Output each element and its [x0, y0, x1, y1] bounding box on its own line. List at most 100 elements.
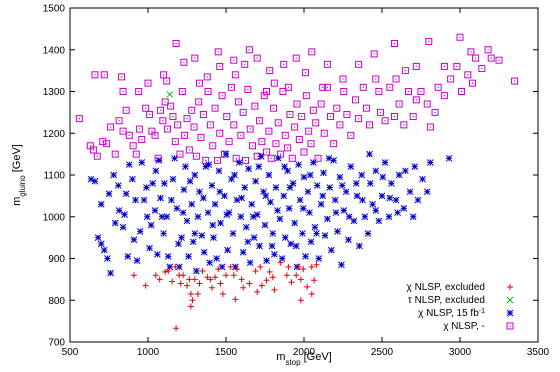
data-point-nlsp_dash: [355, 60, 363, 68]
data-point-nlsp15: [183, 217, 191, 225]
legend-marker-star-icon: [506, 309, 514, 317]
legend-marker-tau_excluded: [506, 296, 514, 304]
data-point-excluded: [295, 263, 302, 270]
data-point-excluded: [223, 272, 229, 279]
legend-label-tau-excluded: τ NLSP, excluded: [408, 295, 485, 306]
data-point-nlsp15: [372, 167, 380, 175]
data-point-nlsp15: [119, 223, 127, 231]
data-point-nlsp_dash: [286, 110, 294, 118]
data-point-nlsp15: [411, 163, 419, 171]
data-point-nlsp15: [302, 253, 309, 260]
data-point-nlsp_dash: [467, 48, 475, 56]
data-point-nlsp15: [388, 179, 395, 187]
data-point-nlsp15: [280, 192, 288, 200]
data-point-excluded: [204, 274, 211, 281]
data-point-nlsp_dash: [274, 119, 282, 127]
data-point-excluded: [283, 272, 290, 279]
data-point-nlsp15: [146, 244, 153, 252]
data-point-nlsp15: [295, 161, 302, 168]
data-point-excluded: [215, 265, 222, 272]
data-point-nlsp_dash: [472, 54, 480, 62]
data-point-nlsp15: [110, 171, 118, 179]
data-point-nlsp15: [242, 223, 250, 231]
data-point-nlsp_dash: [135, 88, 143, 95]
data-point-nlsp15: [206, 259, 213, 267]
data-point-nlsp_dash: [412, 62, 420, 70]
data-point-nlsp15: [213, 255, 220, 262]
data-point-excluded: [266, 268, 273, 275]
data-point-nlsp_dash: [100, 71, 108, 79]
data-point-excluded: [130, 272, 137, 279]
data-point-nlsp_dash: [218, 92, 226, 100]
data-point-nlsp15: [445, 154, 453, 162]
data-point-nlsp15: [105, 190, 113, 198]
data-point-nlsp_dash: [191, 54, 199, 62]
data-point-nlsp15: [325, 154, 333, 162]
data-point-nlsp_dash: [246, 125, 254, 133]
data-point-nlsp15: [157, 194, 164, 202]
data-point-nlsp_dash: [288, 154, 296, 162]
data-point-excluded: [254, 288, 261, 295]
data-point-nlsp15: [182, 163, 189, 171]
data-point-nlsp_dash: [330, 140, 338, 148]
data-point-excluded: [263, 277, 270, 284]
data-point-nlsp_dash: [395, 100, 403, 108]
data-point-nlsp15: [125, 161, 133, 168]
data-point-nlsp15: [427, 159, 434, 166]
data-point-excluded: [297, 297, 304, 304]
y-tick-label: 700: [48, 338, 65, 349]
data-point-excluded: [142, 282, 149, 289]
data-point-nlsp_dash: [314, 154, 322, 162]
data-point-nlsp_dash: [146, 110, 154, 118]
data-point-nlsp_dash: [190, 123, 198, 131]
data-point-nlsp_dash: [117, 73, 125, 81]
data-point-nlsp15: [115, 207, 123, 214]
x-tick-label: 2500: [371, 347, 394, 358]
data-point-nlsp15: [200, 194, 207, 202]
data-point-excluded: [196, 280, 203, 287]
plot-frame: [69, 7, 539, 343]
data-point-nlsp_dash: [409, 113, 417, 121]
data-point-nlsp15: [100, 246, 108, 254]
data-point-nlsp15: [209, 221, 217, 229]
data-point-nlsp_dash: [302, 69, 310, 77]
data-point-nlsp15: [269, 230, 277, 237]
data-point-nlsp_dash: [258, 138, 266, 146]
data-point-nlsp15: [202, 163, 210, 171]
data-point-nlsp15: [179, 209, 187, 216]
data-point-nlsp_dash: [307, 140, 315, 148]
data-point-excluded: [313, 261, 320, 268]
data-point-nlsp15: [200, 248, 208, 256]
data-point-nlsp_dash: [392, 75, 400, 83]
data-point-nlsp_dash: [327, 113, 335, 121]
data-point-nlsp_dash: [122, 106, 130, 114]
data-point-nlsp_dash: [107, 123, 115, 131]
data-point-excluded: [257, 263, 264, 270]
data-point-nlsp15: [246, 259, 254, 267]
data-point-nlsp_dash: [174, 121, 182, 129]
legend-item-nlsp-15fb: χ NLSP, 15 fb-1: [418, 308, 514, 319]
data-point-nlsp_dash: [245, 46, 253, 54]
data-point-nlsp15: [161, 179, 168, 187]
data-point-excluded: [300, 265, 307, 272]
data-point-excluded: [191, 276, 198, 283]
data-point-nlsp15: [97, 240, 105, 248]
data-point-nlsp15: [196, 188, 203, 196]
data-point-nlsp15: [151, 207, 159, 214]
data-point-nlsp_dash: [417, 88, 425, 95]
data-point-nlsp_dash: [277, 150, 285, 158]
data-point-nlsp15: [237, 213, 245, 221]
data-point-nlsp15: [164, 253, 172, 260]
data-point-nlsp15: [204, 209, 212, 216]
data-point-nlsp15: [361, 213, 369, 221]
data-point-nlsp_dash: [214, 48, 222, 56]
data-point-nlsp15: [304, 188, 312, 196]
legend-marker-nlsp_dash: [506, 322, 514, 330]
x-tick-label: 500: [62, 347, 79, 358]
data-point-nlsp_dash: [199, 110, 207, 118]
data-point-nlsp_dash: [204, 88, 212, 95]
data-point-tau_excluded: [166, 91, 174, 98]
data-point-excluded: [194, 290, 201, 297]
data-point-nlsp15: [285, 205, 293, 212]
data-point-nlsp15: [358, 171, 366, 179]
